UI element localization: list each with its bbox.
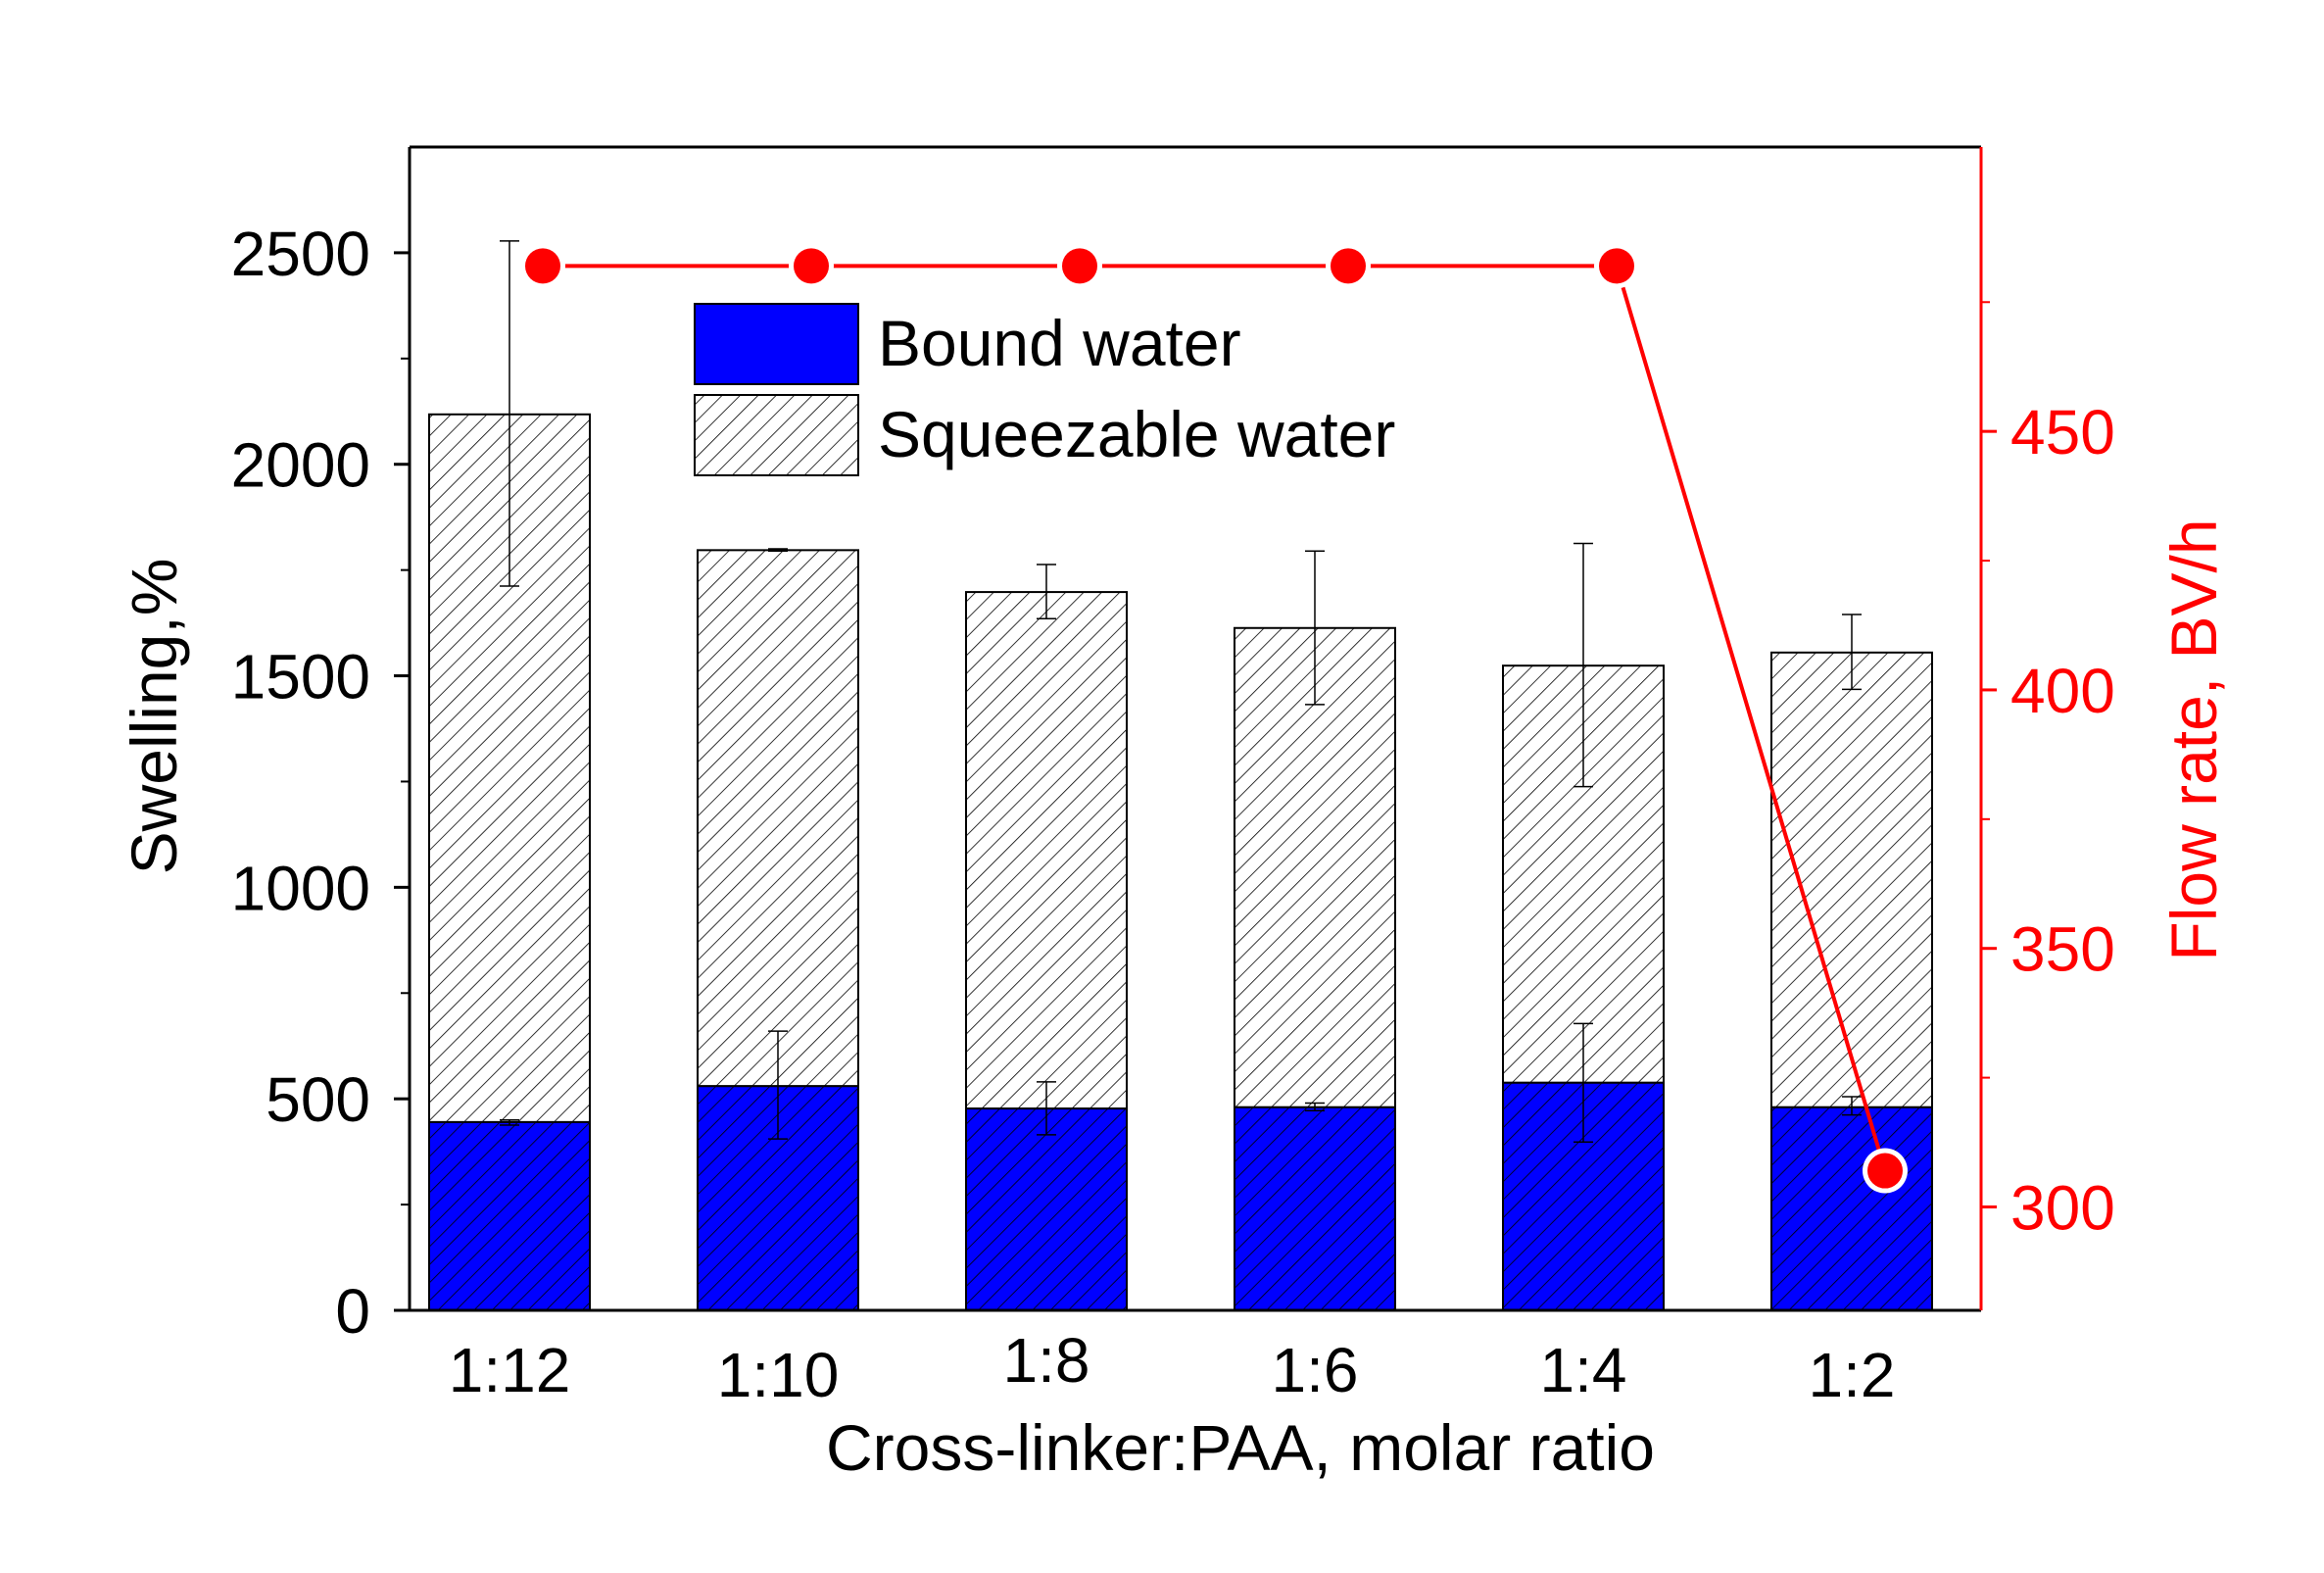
y2-tick-label: 350 [2010,914,2115,985]
flow-rate-point [1331,248,1366,284]
flow-rate-point [1062,248,1097,284]
x-tick-label: 1:8 [1003,1325,1090,1396]
x-tick-label: 1:10 [717,1340,840,1410]
legend-label-squeezable-water: Squeezable water [878,398,1395,470]
legend: Bound water Squeezable water [694,303,1395,476]
flow-rate-point [1867,1153,1903,1189]
y-tick-label: 1500 [231,642,370,713]
bar-bound-water-hatch [1770,1106,1933,1312]
y2-tick-label: 450 [2010,397,2115,467]
x-tick-label: 1:4 [1540,1335,1627,1405]
y-axis-title: Swelling,% [118,559,190,875]
x-tick-label: 1:2 [1809,1340,1896,1410]
bar-squeezable-water [965,591,1128,1110]
y-tick-label: 500 [266,1064,370,1135]
bar-bound-water-hatch [1234,1106,1396,1312]
flow-rate-point [1599,248,1634,284]
y-tick-label: 0 [335,1276,370,1347]
legend-swatch-squeezable-water [694,394,859,476]
bar-squeezable-water [1770,651,1933,1108]
y-tick-label: 2500 [231,219,370,289]
bar-bound-water-hatch [965,1107,1128,1312]
x-tick-label: 1:6 [1272,1335,1359,1405]
flow-rate-line [543,264,1887,1172]
legend-swatch-bound-water [694,303,859,385]
bar-bound-water-hatch [428,1120,591,1312]
x-tick-label: 1:12 [449,1335,571,1405]
flow-rate-point [525,248,560,284]
y2-tick-label: 300 [2010,1172,2115,1243]
y-tick-label: 2000 [231,430,370,501]
y-tick-label: 1000 [231,853,370,923]
flow-rate-point [794,248,829,284]
legend-label-bound-water: Bound water [878,307,1241,379]
y2-tick-label: 400 [2010,656,2115,726]
y2-axis-title: Flow rate, BV/h [2157,518,2230,960]
bar-squeezable-water [697,549,859,1088]
x-axis-title: Cross-linker:PAA, molar ratio [826,1411,1655,1484]
